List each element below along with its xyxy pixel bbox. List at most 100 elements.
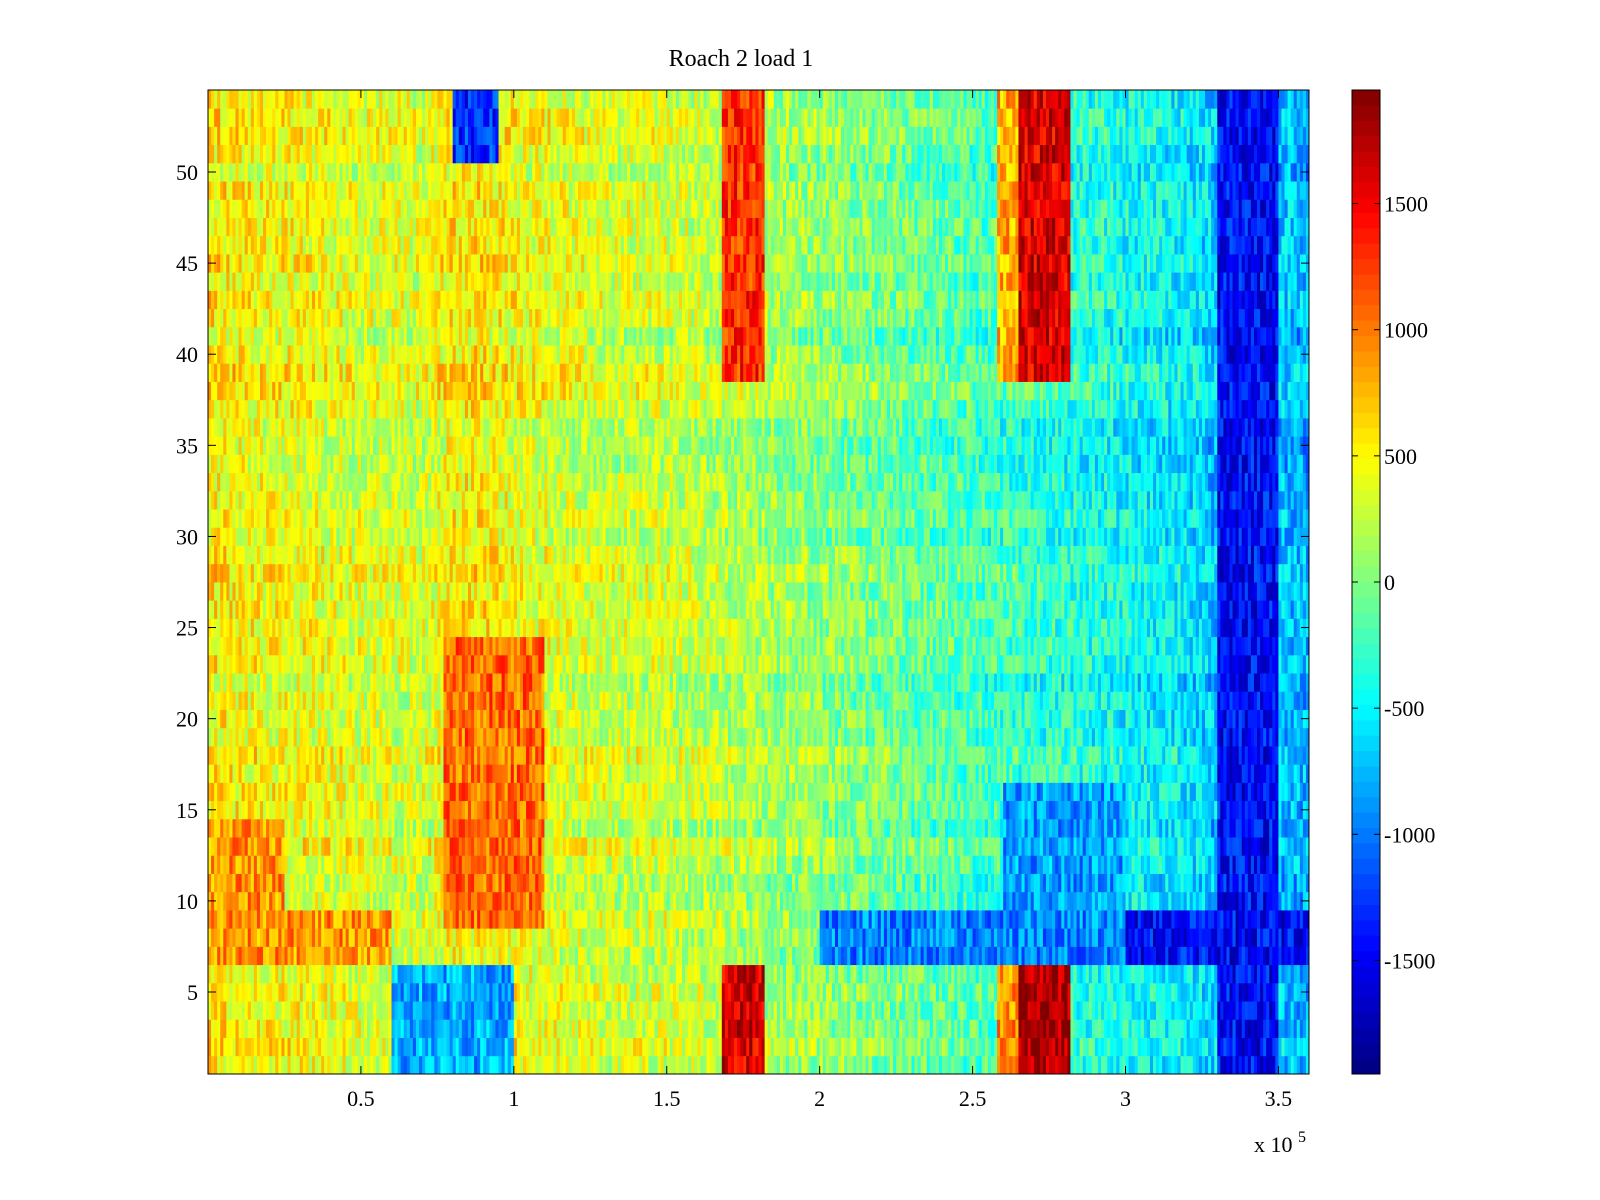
heatmap-cell [590, 818, 594, 838]
heatmap-cell [1009, 1001, 1013, 1020]
heatmap-cell [890, 873, 894, 893]
heatmap-cell [281, 837, 285, 856]
heatmap-cell [691, 1019, 695, 1038]
heatmap-cell [1137, 1019, 1142, 1038]
heatmap-cell [593, 891, 597, 911]
heatmap-cell [1156, 855, 1160, 874]
heatmap-cell [596, 1055, 600, 1075]
heatmap-cell [431, 1037, 435, 1057]
heatmap-cell [1305, 1019, 1310, 1038]
heatmap-cell [400, 837, 405, 856]
heatmap-cell [565, 1037, 570, 1057]
heatmap-cell [278, 928, 282, 947]
heatmap-cell [1030, 837, 1035, 856]
heatmap-cell [1085, 1055, 1090, 1075]
heatmap-cell [1205, 891, 1209, 911]
heatmap-cell [498, 1019, 502, 1038]
heatmap-cell [1058, 946, 1062, 966]
heatmap-cell [1214, 873, 1218, 893]
heatmap-cell [495, 1019, 499, 1038]
heatmap-cell [302, 891, 307, 911]
heatmap-cell [422, 818, 426, 838]
heatmap-cell [269, 1019, 273, 1038]
heatmap-cell [1165, 910, 1169, 929]
heatmap-cell [810, 964, 814, 984]
heatmap-cell [997, 855, 1001, 874]
heatmap-cell [217, 1037, 221, 1057]
heatmap-cell [321, 891, 325, 911]
heatmap-cell [1201, 946, 1206, 966]
heatmap-cell [504, 1019, 509, 1038]
heatmap-cell [464, 818, 469, 838]
heatmap-cell [1156, 910, 1160, 929]
heatmap-cell [611, 928, 616, 947]
heatmap-cell [694, 1037, 698, 1057]
heatmap-cell [709, 964, 714, 984]
heatmap-cell [675, 928, 680, 947]
heatmap-cell [1110, 1037, 1114, 1057]
heatmap-cell [1296, 1001, 1301, 1020]
heatmap-cell [951, 928, 955, 947]
heatmap-cell [896, 1001, 900, 1020]
heatmap-cell [526, 891, 530, 911]
heatmap-cell [807, 946, 811, 966]
heatmap-cell [987, 1019, 992, 1038]
heatmap-cell [602, 964, 606, 984]
heatmap-cell [807, 928, 811, 947]
heatmap-cell [584, 891, 588, 911]
heatmap-cell [431, 818, 435, 838]
heatmap-cell [568, 873, 573, 893]
heatmap-cell [660, 873, 665, 893]
heatmap-cell [782, 1019, 787, 1038]
heatmap-cell [428, 1019, 432, 1038]
heatmap-cell [529, 982, 533, 1002]
heatmap-cell [993, 1001, 998, 1020]
heatmap-cell [587, 928, 591, 947]
heatmap-cell [461, 1019, 466, 1038]
heatmap-cell [1079, 837, 1084, 856]
heatmap-cell [923, 818, 928, 838]
heatmap-cell [596, 837, 600, 856]
heatmap-cell [437, 964, 441, 984]
heatmap-cell [513, 982, 518, 1002]
heatmap-cell [853, 855, 857, 874]
heatmap-cell [284, 855, 288, 874]
heatmap-cell [1290, 946, 1295, 966]
heatmap-cell [1244, 982, 1249, 1002]
heatmap-cell [1244, 910, 1249, 929]
heatmap-cell [214, 928, 218, 947]
heatmap-cell [596, 855, 600, 874]
heatmap-cell [1143, 982, 1148, 1002]
heatmap-cell [1030, 873, 1035, 893]
heatmap-cell [688, 873, 692, 893]
heatmap-cell [434, 873, 438, 893]
heatmap-cell [626, 891, 631, 911]
heatmap-cell [825, 928, 830, 947]
heatmap-cell [220, 1019, 224, 1038]
heatmap-cell [1024, 982, 1029, 1002]
heatmap-cell [382, 982, 386, 1002]
heatmap-cell [1244, 891, 1249, 911]
heatmap-cell [419, 946, 423, 966]
heatmap-cell [813, 946, 818, 966]
heatmap-cell [1293, 1037, 1298, 1057]
heatmap-cell [630, 837, 634, 856]
heatmap-cell [682, 910, 686, 929]
heatmap-cell [1238, 891, 1243, 911]
heatmap-cell [718, 873, 723, 893]
heatmap-cell [1278, 946, 1282, 966]
heatmap-cell [504, 928, 509, 947]
heatmap-cell [311, 837, 316, 856]
heatmap-cell [694, 910, 698, 929]
heatmap-cell [1131, 1001, 1136, 1020]
heatmap-cell [477, 837, 481, 856]
heatmap-cell [675, 855, 680, 874]
heatmap-cell [1094, 891, 1099, 911]
heatmap-cell [391, 891, 395, 911]
heatmap-cell [1250, 1055, 1255, 1075]
heatmap-cell [403, 982, 408, 1002]
heatmap-cell [498, 982, 502, 1002]
heatmap-cell [893, 855, 897, 874]
heatmap-cell [308, 1001, 313, 1020]
heatmap-cell [214, 1037, 218, 1057]
